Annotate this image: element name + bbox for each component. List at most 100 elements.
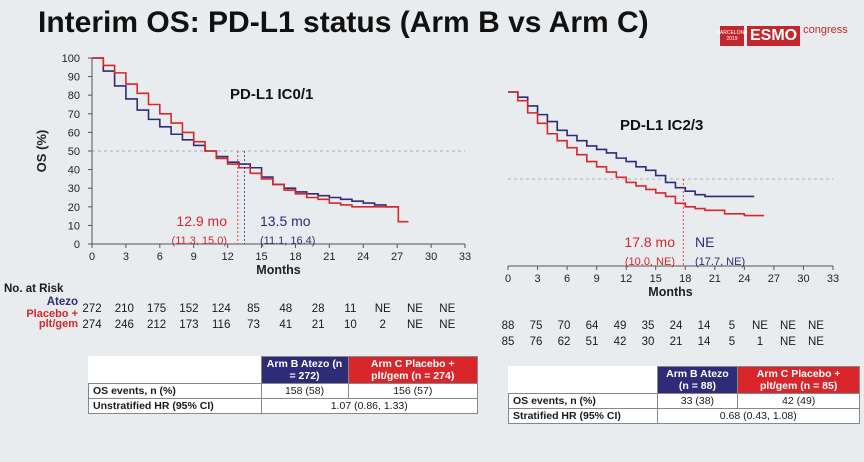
panel2-median-ci: (10.0, NE) <box>625 256 675 268</box>
page-title: Interim OS: PD-L1 status (Arm B vs Arm C… <box>38 6 649 39</box>
panel2-median-ci: (17.7, NE) <box>695 256 745 268</box>
panel1-y-tick-label: 0 <box>74 239 80 251</box>
risk-cell-placebo-left: 21 <box>311 319 325 331</box>
panel1-y-tick-label: 100 <box>62 53 80 65</box>
risk-cell-placebo-right: NE <box>780 336 796 348</box>
risk-cell-atezo-left: 124 <box>211 303 231 315</box>
panel1-y-tick-label: 30 <box>68 183 80 195</box>
risk-cell-atezo-left: NE <box>407 303 423 315</box>
risk-cell-placebo-left: 274 <box>82 319 102 331</box>
risk-cell-placebo-right: 21 <box>669 336 683 348</box>
panel2-series-atezo <box>508 91 755 198</box>
risk-cell-atezo-left: NE <box>374 303 391 315</box>
risk-cell-placebo-left: 173 <box>179 319 199 331</box>
panel2-x-tick-label: 24 <box>738 273 750 285</box>
risk-cell-atezo-left: 48 <box>279 303 293 315</box>
panel2-x-tick-label: 15 <box>650 273 662 285</box>
hr-label-right: Stratified HR (95% CI) <box>508 408 658 424</box>
panel1-x-tick-label: 9 <box>191 251 197 263</box>
panel1-x-tick-label: 3 <box>123 251 129 263</box>
os-events-label: OS events, n (%) <box>88 383 262 399</box>
panel1-x-tick-label: 6 <box>157 251 163 263</box>
risk-cell-placebo-left: 2 <box>379 319 386 331</box>
panel1-title: PD-L1 IC0/1 <box>230 86 313 103</box>
logo-city: BARCELONA <box>716 30 748 36</box>
os-events-arm-c: 156 (57) <box>347 383 479 399</box>
panel2-x-tick-label: 27 <box>768 273 780 285</box>
risk-cell-atezo-right: 5 <box>728 320 736 332</box>
panel1-x-tick-label: 24 <box>357 251 369 263</box>
panel2-title: PD-L1 IC2/3 <box>620 117 703 134</box>
os-events-label-right: OS events, n (%) <box>508 393 658 409</box>
risk-cell-placebo-left: 212 <box>147 319 167 331</box>
arm-c-header-right: Arm C Placebo + plt/gem (n = 85) <box>737 366 860 394</box>
risk-cell-placebo-right: 14 <box>697 336 711 348</box>
panel1-x-tick-label: 21 <box>323 251 335 263</box>
risk-cell-placebo-right: 76 <box>529 336 543 348</box>
panel2-x-tick-label: 3 <box>534 273 540 285</box>
os-events-arm-c-right: 42 (49) <box>737 393 860 409</box>
risk-cell-atezo-right: 70 <box>557 320 571 332</box>
panel1-x-tick-label: 18 <box>289 251 301 263</box>
panel1-y-tick-label: 60 <box>68 127 80 139</box>
risk-cell-atezo-right: 35 <box>641 320 655 332</box>
panel2-x-tick-label: 21 <box>709 273 721 285</box>
hr-label: Unstratified HR (95% CI) <box>88 398 262 414</box>
risk-cell-atezo-right: 88 <box>501 320 515 332</box>
risk-placebo-label: Placebo + plt/gem <box>26 308 78 330</box>
panel1-median-value: 13.5 mo <box>260 213 311 229</box>
risk-cell-placebo-right: 51 <box>585 336 599 348</box>
logo-brand: ESMO <box>747 26 801 46</box>
panel2-x-tick-label: 12 <box>620 273 632 285</box>
panel2-x-label: Months <box>648 285 692 299</box>
risk-cell-atezo-left: 272 <box>82 303 102 315</box>
panel1-x-tick-label: 12 <box>222 251 234 263</box>
panel1-y-tick-label: 40 <box>68 165 80 177</box>
risk-cell-placebo-left: 10 <box>343 319 357 331</box>
risk-cell-atezo-right: 49 <box>613 320 627 332</box>
hr-value-right: 0.68 (0.43, 1.08) <box>656 408 860 424</box>
risk-cell-atezo-right: 14 <box>697 320 711 332</box>
panel1-y-tick-label: 70 <box>68 109 80 121</box>
risk-cell-atezo-left: 11 <box>344 303 357 315</box>
risk-cell-placebo-right: 5 <box>728 336 736 348</box>
os-events-arm-b: 158 (58) <box>260 383 349 399</box>
panel2-x-tick-label: 0 <box>505 273 511 285</box>
risk-cell-atezo-left: 175 <box>147 303 167 315</box>
summary-table-right: Arm B Atezo (n = 88) Arm C Placebo + plt… <box>508 366 860 424</box>
risk-cell-placebo-right: 30 <box>641 336 655 348</box>
risk-cell-placebo-left: 41 <box>279 319 293 331</box>
arm-b-header: Arm B Atezo (n = 272) <box>260 356 349 384</box>
panel1-x-tick-label: 27 <box>391 251 403 263</box>
panel1-x-tick-label: 30 <box>425 251 437 263</box>
panel2-median-value: 17.8 mo <box>624 234 675 250</box>
panel1-y-tick-label: 90 <box>68 72 80 84</box>
panel2-x-tick-label: 6 <box>564 273 570 285</box>
os-events-arm-b-right: 33 (38) <box>656 393 739 409</box>
risk-cell-placebo-right: 85 <box>501 336 515 348</box>
panel1-median-value: 12.9 mo <box>176 213 227 229</box>
panel1-x-tick-label: 33 <box>459 251 471 263</box>
risk-cell-placebo-right: 42 <box>613 336 627 348</box>
arm-b-header-right: Arm B Atezo (n = 88) <box>656 366 739 394</box>
risk-atezo-label: Atezo <box>46 296 78 308</box>
risk-cell-atezo-left: 85 <box>247 303 260 315</box>
panel1-y-label: OS (%) <box>34 130 49 173</box>
risk-cell-atezo-right: 75 <box>529 320 543 332</box>
panel1-y-tick-label: 20 <box>68 202 80 214</box>
logo-badge: BARCELONA 2019 <box>717 26 747 46</box>
panel1-y-tick-label: 80 <box>68 90 80 102</box>
risk-cell-atezo-right: NE <box>780 320 796 332</box>
logo-year: 2019 <box>726 36 738 42</box>
panel2-x-tick-label: 33 <box>827 273 839 285</box>
panel2-median-value: NE <box>695 234 714 250</box>
risk-cell-placebo-right: 62 <box>557 336 571 348</box>
risk-cell-atezo-left: 210 <box>114 303 134 315</box>
esmo-logo: BARCELONA 2019 ESMO congress <box>717 24 848 46</box>
risk-cell-placebo-left: NE <box>439 319 456 331</box>
panel1-median-ci: (11.1, 16.4) <box>260 235 315 247</box>
risk-cell-placebo-left: 116 <box>212 319 231 331</box>
panel1-x-tick-label: 0 <box>89 251 95 263</box>
panel1-series-placebo <box>92 57 409 223</box>
arm-c-header: Arm C Placebo + plt/gem (n = 274) <box>347 356 479 384</box>
